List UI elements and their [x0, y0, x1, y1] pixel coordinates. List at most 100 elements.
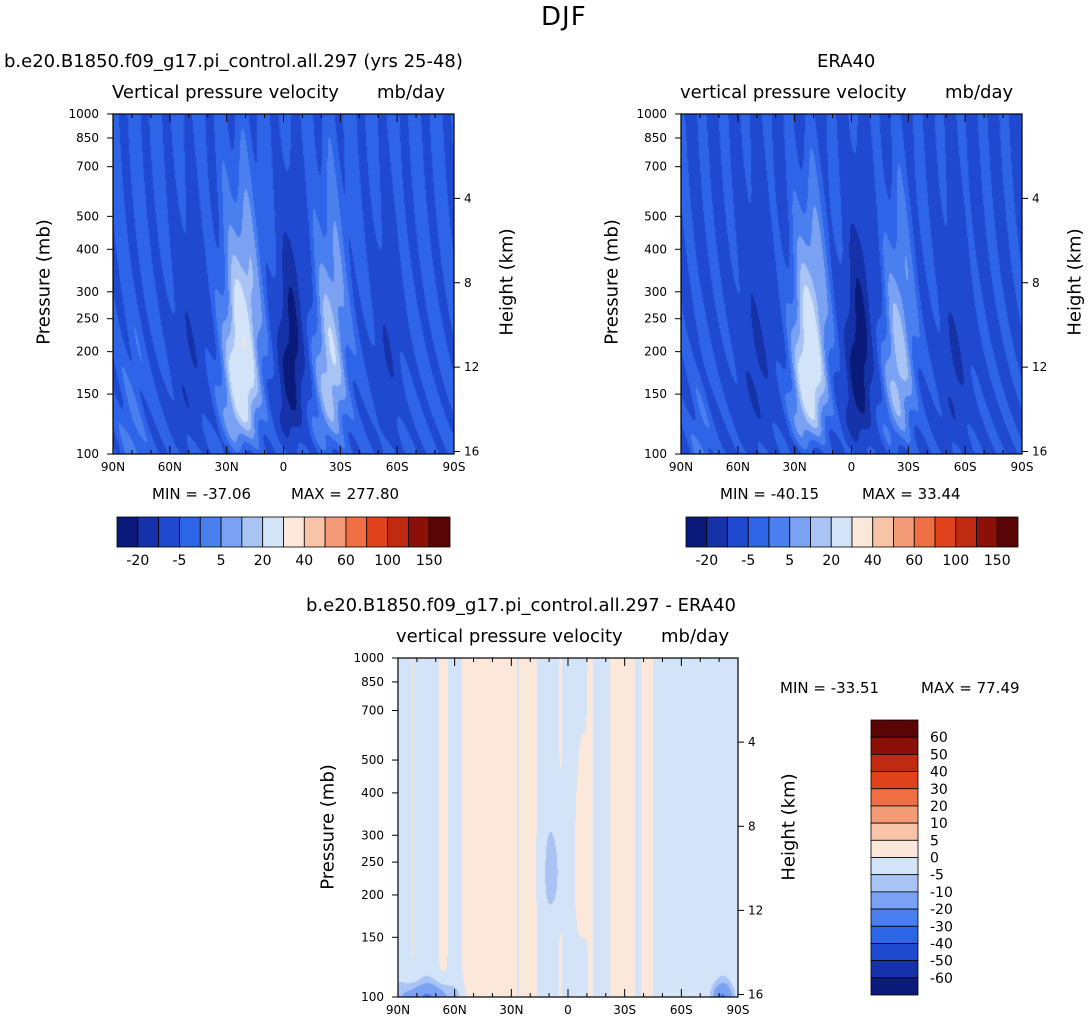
panel-diff-title: b.e20.B1850.f09_g17.pi_control.all.297 -…	[306, 595, 736, 616]
y-tick-label: 850	[76, 131, 99, 145]
x-tick-label: 90S	[443, 460, 466, 474]
colorbar-swatch	[768, 516, 791, 548]
colorbar-swatch	[387, 516, 409, 548]
x-tick-label: 30N	[783, 460, 807, 474]
colorbar-swatch	[955, 516, 977, 548]
colorbar-label: 60	[905, 553, 923, 569]
colorbar-swatch	[934, 516, 957, 548]
colorbar-label: -60	[930, 971, 953, 987]
colorbar-label: 5	[785, 553, 794, 569]
y-right-tick-label: 4	[464, 191, 472, 205]
x-tick-label: 90S	[1011, 460, 1034, 474]
y-tick-label: 100	[361, 990, 384, 1004]
panel-difference-axes: 90N 60N 30N 0 30S 60S 90S 100 150 200 250 300 400 500…	[353, 651, 763, 1017]
colorbar-label: 150	[984, 553, 1011, 569]
colorbar-swatch	[366, 516, 388, 548]
y-right-tick-label: 8	[1032, 276, 1040, 290]
colorbar-label: 40	[930, 765, 948, 781]
colorbar-swatch	[810, 516, 832, 548]
colorbar-label: 40	[295, 553, 313, 569]
x-tick-label: 90N	[386, 1003, 410, 1017]
colorbar-swatch	[283, 516, 305, 548]
y-tick-label: 700	[644, 160, 667, 174]
colorbar-label: -5	[741, 553, 755, 569]
x-tick-label: 30N	[215, 460, 239, 474]
colorbar-label: 0	[930, 851, 939, 867]
colorbar-label: 10	[930, 816, 948, 832]
y-tick-label: 400	[644, 242, 667, 256]
panel-obs-colorbar: -20 -5 5 20 40 60 100 150	[685, 516, 1019, 569]
colorbar-label: -20	[930, 902, 953, 918]
y-tick-label: 250	[644, 312, 667, 326]
colorbar-swatch	[870, 908, 919, 927]
y-tick-label: 1000	[636, 107, 667, 121]
colorbar-label: 20	[254, 553, 272, 569]
colorbar-swatch	[324, 516, 347, 548]
x-tick-label: 0	[280, 460, 288, 474]
colorbar-swatch	[345, 516, 368, 548]
colorbar-swatch	[220, 516, 243, 548]
colorbar-label: 60	[337, 553, 355, 569]
colorbar-label: 40	[864, 553, 882, 569]
panel-model-title: b.e20.B1850.f09_g17.pi_control.all.297 (…	[4, 51, 463, 72]
y-right-tick-label: 8	[748, 819, 756, 833]
colorbar-swatch	[137, 516, 160, 548]
colorbar-swatch	[870, 771, 919, 790]
panel-diff-plot-area	[398, 658, 738, 997]
panel-diff-variable-label: vertical pressure velocity	[396, 626, 623, 647]
colorbar-swatch	[870, 943, 919, 962]
colorbar-swatch	[303, 516, 326, 548]
colorbar-swatch	[789, 516, 811, 548]
plot-frame	[680, 113, 1023, 455]
y-tick-label: 700	[76, 160, 99, 174]
x-tick-label: 30S	[613, 1003, 636, 1017]
panel-diff-min-label: MIN = -33.51	[780, 679, 880, 697]
colorbar-label: 20	[822, 553, 840, 569]
colorbar-swatch	[976, 516, 998, 548]
colorbar-swatch	[870, 719, 919, 738]
y-tick-label: 400	[361, 786, 384, 800]
y-tick-label: 500	[361, 753, 384, 767]
colorbar-swatch	[116, 516, 139, 548]
panel-model-min-label: MIN = -37.06	[152, 485, 252, 503]
colorbar-label: 5	[930, 833, 939, 849]
colorbar-label: 5	[217, 553, 226, 569]
y-right-tick-label: 4	[1032, 191, 1040, 205]
field-difference	[398, 658, 738, 997]
y-tick-label: 150	[76, 387, 99, 401]
y-tick-label: 100	[76, 447, 99, 461]
panel-obs-units: mb/day	[945, 82, 1014, 103]
panel-obs-variable-label: vertical pressure velocity	[680, 82, 907, 103]
colorbar-swatch	[870, 788, 919, 807]
y-right-tick-label: 12	[464, 360, 479, 374]
y-tick-label: 300	[361, 828, 384, 842]
colorbar-swatch	[870, 822, 919, 841]
y-tick-label: 300	[644, 285, 667, 299]
colorbar-swatch	[870, 874, 919, 893]
field-model	[113, 114, 454, 454]
panel-model-plot-area	[113, 114, 454, 454]
colorbar-swatch	[870, 891, 919, 910]
panel-model-axes: 90N 60N 30N 0 30S 60S 90S 100 150 200 250 300 400 500…	[68, 107, 479, 474]
colorbar-swatch	[179, 516, 201, 548]
x-tick-label: 0	[564, 1003, 572, 1017]
panel-obs-axes: 90N 60N 30N 0 30S 60S 90S 100 150 200 250 300 400 500…	[636, 107, 1047, 474]
colorbar-label: -5	[930, 868, 944, 884]
y-tick-label: 100	[644, 447, 667, 461]
y-right-tick-label: 4	[748, 735, 756, 749]
colorbar-label: -50	[930, 954, 953, 970]
colorbar-label: 150	[416, 553, 443, 569]
y-tick-label: 150	[361, 930, 384, 944]
colorbar-swatch	[685, 516, 708, 548]
panel-model-variable-label: Vertical pressure velocity	[112, 82, 339, 103]
colorbar-swatch	[870, 925, 919, 944]
y-tick-label: 300	[76, 285, 99, 299]
field-obs	[681, 114, 1022, 454]
x-tick-label: 30S	[897, 460, 920, 474]
x-tick-label: 60S	[386, 460, 409, 474]
colorbar-label: 60	[930, 730, 948, 746]
y-tick-label: 200	[644, 345, 667, 359]
y-tick-label: 500	[644, 209, 667, 223]
panel-model-colorbar: -20 -5 5 20 40 60 100 150	[116, 516, 451, 569]
colorbar-swatch	[893, 516, 915, 548]
